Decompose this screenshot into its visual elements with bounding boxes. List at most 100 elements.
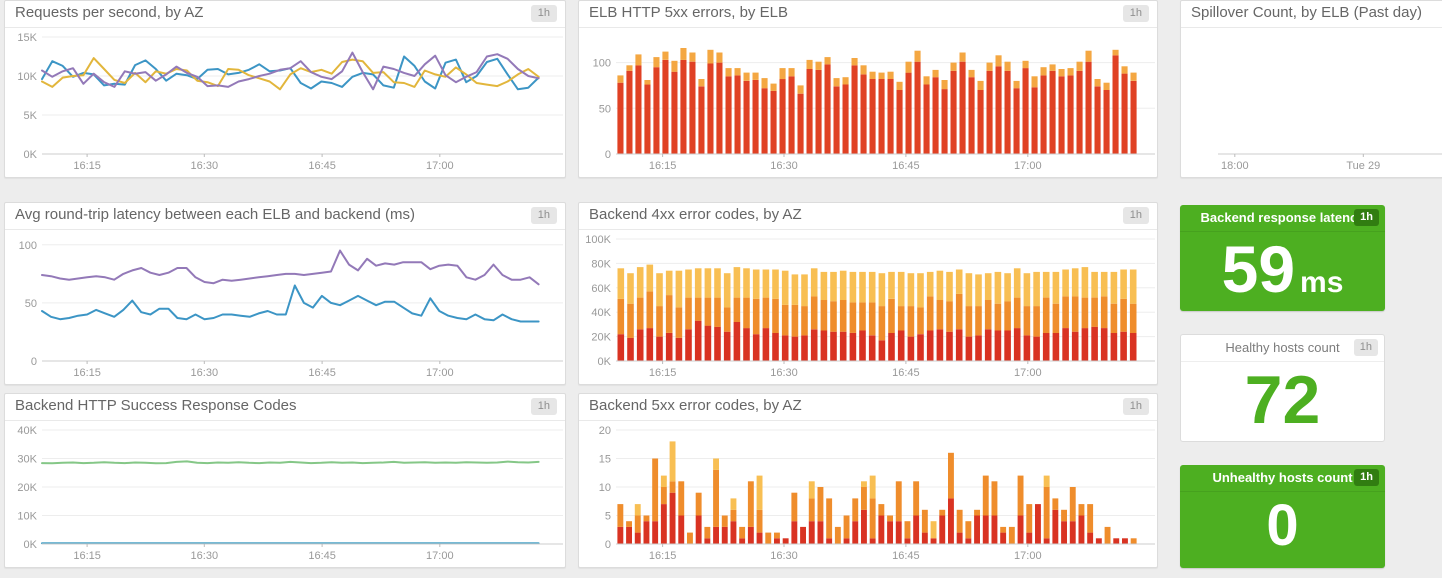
svg-text:5: 5 [605, 511, 611, 523]
svg-text:17:00: 17:00 [426, 367, 454, 379]
svg-text:17:00: 17:00 [1014, 367, 1042, 379]
chart-title: Requests per second, by AZ [15, 4, 204, 21]
svg-text:20K: 20K [591, 332, 611, 344]
svg-text:60K: 60K [591, 283, 611, 295]
chart-panel-spillover-count[interactable]: Spillover Count, by ELB (Past day) 18:00… [1180, 0, 1442, 178]
chart-title: Backend 4xx error codes, by AZ [589, 206, 802, 223]
panel-header: Requests per second, by AZ 1h [5, 1, 565, 28]
svg-text:15: 15 [599, 454, 611, 466]
svg-text:16:15: 16:15 [649, 160, 677, 172]
svg-text:10K: 10K [17, 511, 37, 523]
chart-panel-avg-round-trip-latency[interactable]: Avg round-trip latency between each ELB … [4, 202, 566, 385]
svg-text:16:15: 16:15 [649, 550, 677, 562]
backend-4xx-chart-canvas[interactable]: 0K 20K 40K 60K 80K 100K 16:15 16:30 16:45 17:00 [580, 231, 1156, 383]
score-title: Unhealthy hosts count [1212, 470, 1353, 485]
svg-text:0K: 0K [24, 539, 38, 551]
scoreboard-backend-response-latency[interactable]: Backend response latency 1h 59 ms [1180, 205, 1385, 311]
chart-title: Backend 5xx error codes, by AZ [589, 397, 802, 414]
svg-text:20K: 20K [17, 482, 37, 494]
timeframe-badge: 1h [1354, 469, 1379, 486]
svg-text:5K: 5K [24, 110, 38, 122]
score-title: Healthy hosts count [1225, 340, 1340, 355]
svg-text:40K: 40K [591, 307, 611, 319]
svg-text:17:00: 17:00 [1014, 550, 1042, 562]
svg-text:17:00: 17:00 [426, 550, 454, 562]
svg-text:16:15: 16:15 [73, 160, 101, 172]
svg-text:16:45: 16:45 [308, 160, 336, 172]
svg-text:16:45: 16:45 [308, 367, 336, 379]
panel-header: ELB HTTP 5xx errors, by ELB 1h [579, 1, 1157, 28]
chart-panel-backend-4xx-errors[interactable]: Backend 4xx error codes, by AZ 1h 0K 20K 4… [578, 202, 1158, 385]
svg-text:Tue 29: Tue 29 [1346, 160, 1380, 172]
svg-text:50: 50 [25, 298, 37, 310]
chart-panel-elb-http-5xx-errors[interactable]: ELB HTTP 5xx errors, by ELB 1h 0 50 100 16:… [578, 0, 1158, 178]
svg-text:0: 0 [31, 356, 37, 368]
elb-http-5xx-chart-canvas[interactable]: 0 50 100 16:15 16:30 16:45 17:00 [580, 29, 1156, 176]
timeframe-badge: 1h [1122, 398, 1149, 415]
timeframe-badge: 1h [1122, 5, 1149, 22]
svg-text:40K: 40K [17, 425, 37, 437]
svg-text:15K: 15K [17, 32, 37, 44]
score-title: Backend response latency [1200, 210, 1365, 225]
timeframe-badge: 1h [530, 207, 557, 224]
score-value: 59 ms [1180, 232, 1385, 306]
svg-text:100: 100 [19, 240, 37, 252]
scoreboard-unhealthy-hosts-count[interactable]: Unhealthy hosts count 1h 0 [1180, 465, 1385, 568]
chart-panel-backend-http-success[interactable]: Backend HTTP Success Response Codes 1h 0… [4, 393, 566, 568]
chart-title: Spillover Count, by ELB (Past day) [1191, 4, 1422, 21]
chart-title: Avg round-trip latency between each ELB … [15, 206, 415, 223]
latency-chart-canvas[interactable]: 0 50 100 16:15 16:30 16:45 17:00 [6, 231, 564, 383]
svg-text:16:30: 16:30 [191, 550, 219, 562]
svg-text:10K: 10K [17, 71, 37, 83]
score-header: Backend response latency 1h [1180, 205, 1385, 232]
svg-text:30K: 30K [17, 454, 37, 466]
svg-text:10: 10 [599, 482, 611, 494]
svg-text:17:00: 17:00 [1014, 160, 1042, 172]
timeframe-badge: 1h [1122, 207, 1149, 224]
svg-text:17:00: 17:00 [426, 160, 454, 172]
requests-per-second-chart-canvas[interactable]: 0K 5K 10K 15K 16:15 16:30 16:45 17:00 [6, 29, 564, 176]
healthy-hosts-value: 72 [1244, 362, 1321, 438]
backend-5xx-chart-canvas[interactable]: 0 5 10 15 20 16:15 16:30 16:45 17:00 [580, 422, 1156, 566]
svg-text:16:30: 16:30 [191, 160, 219, 172]
score-value: 72 [1181, 362, 1384, 438]
svg-text:16:30: 16:30 [770, 367, 798, 379]
svg-text:16:45: 16:45 [308, 550, 336, 562]
unhealthy-hosts-value: 0 [1266, 493, 1299, 558]
svg-text:0: 0 [605, 539, 611, 551]
svg-text:100K: 100K [585, 234, 611, 246]
svg-text:0: 0 [605, 149, 611, 161]
score-header: Unhealthy hosts count 1h [1180, 465, 1385, 492]
panel-header: Avg round-trip latency between each ELB … [5, 203, 565, 230]
svg-text:0K: 0K [598, 356, 612, 368]
latency-value: 59 [1221, 232, 1296, 306]
panel-header: Spillover Count, by ELB (Past day) [1181, 1, 1442, 28]
svg-text:20: 20 [599, 425, 611, 437]
svg-text:16:45: 16:45 [892, 367, 920, 379]
score-header: Healthy hosts count 1h [1181, 335, 1384, 362]
svg-text:16:30: 16:30 [770, 550, 798, 562]
svg-text:16:30: 16:30 [191, 367, 219, 379]
svg-text:80K: 80K [591, 258, 611, 270]
svg-text:18:00: 18:00 [1221, 160, 1249, 172]
chart-title: Backend HTTP Success Response Codes [15, 397, 297, 414]
svg-text:100: 100 [593, 58, 611, 70]
latency-unit: ms [1300, 266, 1344, 299]
svg-text:16:15: 16:15 [73, 550, 101, 562]
svg-text:16:15: 16:15 [649, 367, 677, 379]
chart-title: ELB HTTP 5xx errors, by ELB [589, 4, 788, 21]
scoreboard-healthy-hosts-count[interactable]: Healthy hosts count 1h 72 [1180, 334, 1385, 442]
score-value: 0 [1180, 492, 1385, 560]
panel-header: Backend HTTP Success Response Codes 1h [5, 394, 565, 421]
spillover-count-chart-canvas[interactable]: 18:00 Tue 29 [1182, 29, 1442, 176]
chart-panel-backend-5xx-errors[interactable]: Backend 5xx error codes, by AZ 1h 0 5 10 15… [578, 393, 1158, 568]
timeframe-badge: 1h [530, 5, 557, 22]
svg-text:16:45: 16:45 [892, 550, 920, 562]
svg-text:16:45: 16:45 [892, 160, 920, 172]
panel-header: Backend 4xx error codes, by AZ 1h [579, 203, 1157, 230]
svg-text:16:30: 16:30 [770, 160, 798, 172]
backend-success-chart-canvas[interactable]: 0K 10K 20K 30K 40K 16:15 16:30 16:45 17:00 [6, 422, 564, 566]
chart-panel-requests-per-second[interactable]: Requests per second, by AZ 1h 0K 5K 10K 15K… [4, 0, 566, 178]
timeframe-badge: 1h [1353, 339, 1378, 356]
